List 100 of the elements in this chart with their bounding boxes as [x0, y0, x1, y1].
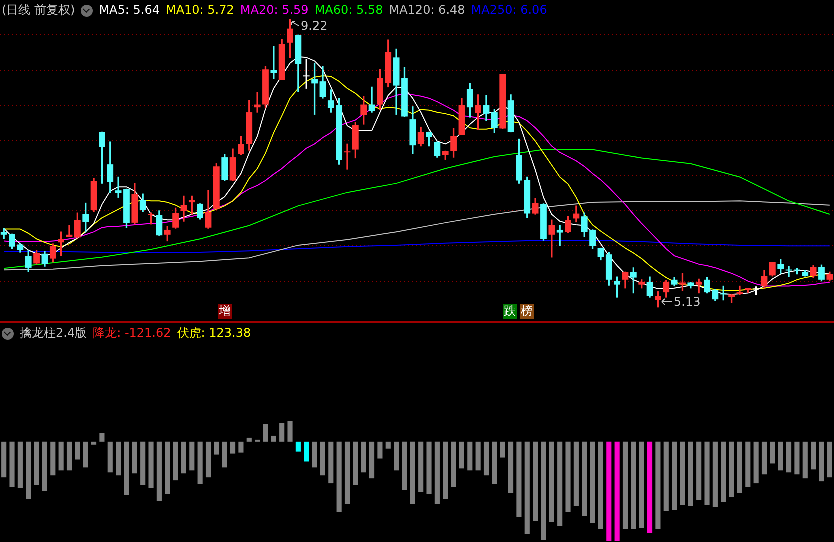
bar: [574, 442, 579, 506]
bar: [2, 442, 7, 478]
bar: [500, 442, 506, 458]
bar: [238, 442, 244, 453]
text: MA10: 5.72: [166, 3, 234, 18]
bar: [672, 442, 678, 510]
bar: [304, 442, 310, 462]
bar: [558, 442, 563, 526]
bar: [827, 442, 832, 478]
bar: [132, 442, 138, 474]
bar: [647, 442, 653, 534]
bar: [712, 442, 718, 508]
bar: [181, 442, 187, 474]
bar: [10, 442, 15, 488]
bar: [288, 421, 293, 442]
bar: [754, 442, 759, 484]
bar: [378, 442, 383, 459]
bar: [598, 442, 604, 530]
bar: [688, 442, 694, 506]
bar: [91, 442, 97, 445]
bar: [386, 442, 391, 449]
bar: [116, 442, 122, 476]
annotation: 增: [218, 304, 232, 319]
bar: [819, 442, 824, 482]
bar: [606, 442, 612, 542]
bar: [468, 442, 473, 471]
bar: [786, 442, 792, 473]
bar: [451, 442, 456, 488]
bar: [18, 442, 23, 488]
bar: [34, 442, 40, 486]
bar: [361, 442, 366, 473]
bar: [402, 442, 408, 490]
bar: [582, 442, 588, 516]
bar: [484, 442, 490, 476]
bar: [222, 442, 228, 468]
bar: [746, 442, 751, 488]
bar: [198, 442, 203, 485]
bar: [58, 442, 64, 471]
bar: [794, 442, 800, 475]
text: MA250: 6.06: [471, 3, 548, 18]
text: MA5: 5.64: [99, 3, 160, 18]
bar: [66, 442, 72, 471]
text: 伏虎: 123.38: [177, 326, 252, 341]
bar: [434, 442, 440, 504]
annotation: 跌: [503, 304, 517, 319]
bar: [353, 442, 358, 486]
bar: [664, 442, 669, 512]
bar: [206, 442, 212, 478]
bar: [549, 442, 554, 522]
bar: [108, 442, 113, 473]
bar: [492, 442, 498, 485]
bar: [156, 442, 162, 502]
bar: [140, 442, 146, 486]
bar: [336, 442, 342, 512]
bar: [246, 438, 252, 442]
bar: [83, 442, 88, 468]
bar: [75, 442, 80, 460]
bar: [541, 442, 546, 540]
bar: [328, 442, 334, 484]
bar: [271, 436, 276, 442]
bar: [680, 442, 686, 506]
bar: [459, 442, 465, 469]
bar: [50, 442, 56, 476]
annotation: 榜: [520, 304, 534, 319]
bar: [148, 442, 154, 488]
text: 降龙: -121.62: [93, 326, 172, 341]
bar: [173, 442, 178, 481]
bar: [770, 442, 776, 464]
bar: [590, 442, 596, 524]
bar: [165, 442, 170, 494]
bar: [811, 442, 816, 470]
bar: [533, 442, 538, 522]
bar: [190, 442, 195, 471]
bar: [100, 433, 105, 442]
bar: [762, 442, 768, 475]
bar: [696, 442, 702, 500]
chart-title: 擒龙柱2.4版: [20, 326, 88, 341]
bar: [737, 442, 743, 494]
chart-title: (日线 前复权): [2, 3, 76, 18]
bar: [124, 442, 130, 496]
bar: [639, 442, 644, 528]
text: MA120: 6.48: [389, 3, 466, 18]
bar: [508, 442, 514, 494]
bar: [622, 442, 628, 530]
bar: [230, 442, 236, 454]
bar: [312, 442, 318, 468]
annotation: 5.13: [674, 295, 701, 310]
bar: [320, 442, 326, 476]
bar: [426, 442, 432, 494]
bar: [26, 442, 32, 500]
bar: [280, 423, 285, 442]
bar: [729, 442, 734, 498]
bar: [296, 442, 301, 452]
text: MA60: 5.58: [314, 3, 384, 18]
bar: [524, 442, 530, 534]
bar: [410, 442, 416, 504]
bar: [656, 442, 661, 530]
bar: [344, 442, 350, 504]
bar: [263, 424, 268, 442]
bar: [614, 442, 620, 542]
